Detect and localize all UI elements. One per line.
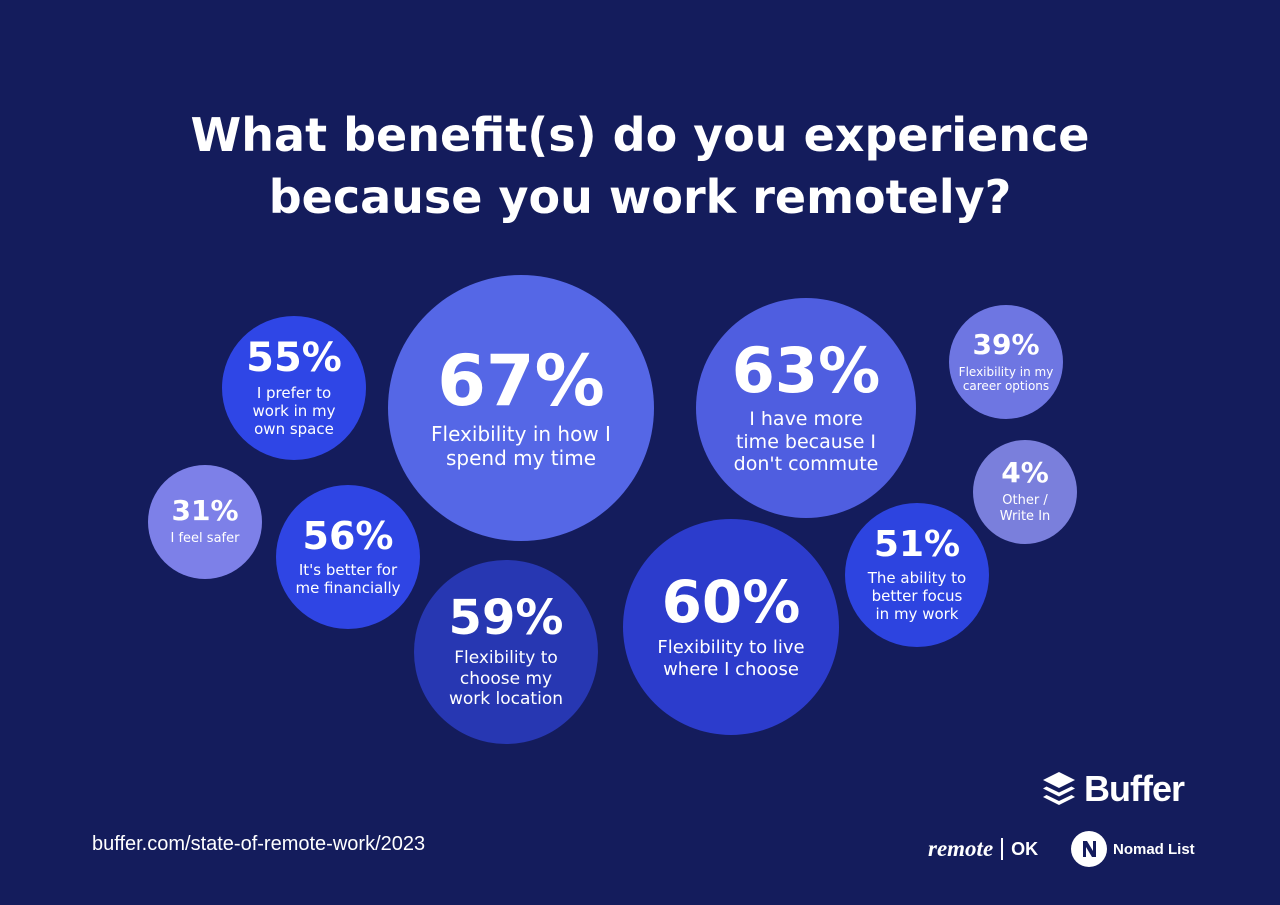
nomad-list-logo: Nomad List (1071, 831, 1195, 867)
bubble-label-line: time because I (735, 430, 877, 453)
bubble-label-line: own space (254, 420, 334, 438)
bubble-label-line: Write In (999, 509, 1051, 524)
bubble-label-line: Flexibility in how I (431, 422, 611, 446)
bubble-value: 39% (972, 327, 1040, 361)
bubble-label: I prefer to work in my own space (253, 384, 336, 438)
remote-logo-divider (1001, 838, 1004, 860)
bubble-label-line: don't commute (733, 453, 879, 476)
bubble-label-line: It's better for (298, 561, 398, 579)
bubble-label-line: in my work (875, 605, 959, 623)
bubble-label-line: I prefer to (256, 384, 332, 402)
bubble-label-line: career options (962, 379, 1050, 393)
bubble-label-line: Flexibility to live (657, 637, 805, 659)
bubble-55-pct: 55% I prefer to work in my own space (222, 316, 366, 460)
bubble-label-line: me financially (295, 579, 401, 597)
bubble-label: Flexibility in my career options (959, 365, 1054, 394)
source-url[interactable]: buffer.com/state-of-remote-work/2023 (92, 833, 426, 855)
remote-ok-logo: remote OK (928, 836, 1038, 862)
bubble-label-line: work location (449, 689, 563, 710)
bubble-4-pct: 4% Other / Write In (973, 440, 1077, 544)
bubble-59-pct: 59% Flexibility to choose my work location (414, 560, 598, 744)
bubble-51-pct: 51% The ability to better focus in my work (845, 503, 989, 647)
bubble-value: 51% (873, 524, 961, 565)
bubble-label-line: I feel safer (170, 531, 240, 547)
bubble-label: The ability to better focus in my work (868, 569, 966, 623)
bubble-label-line: Flexibility in my (958, 364, 1054, 379)
buffer-logo-text: Buffer (1084, 768, 1185, 809)
bubble-value: 4% (1001, 456, 1049, 490)
chart-title-line-2: because you work remotely? (268, 170, 1012, 224)
bubble-39-pct: 39% Flexibility in my career options (949, 305, 1063, 419)
bubble-60-pct: 60% Flexibility to live where I choose (623, 519, 839, 735)
bubble-value: 63% (731, 333, 881, 407)
bubble-label-line: where I choose (663, 659, 799, 680)
bubble-label-line: I have more (749, 407, 863, 430)
bubble-label-line: The ability to (867, 569, 967, 587)
bubble-31-pct: 31% I feel safer (148, 465, 262, 579)
bubble-label-line: Flexibility to (454, 648, 558, 669)
chart-title: What benefit(s) do you experience becaus… (0, 104, 1280, 228)
chart-title-line-1: What benefit(s) do you experience (190, 108, 1090, 162)
bubble-56-pct: 56% It's better for me financially (276, 485, 420, 629)
bubble-label-line: spend my time (445, 446, 596, 470)
bubble-value: 67% (437, 340, 605, 422)
bubble-value: 59% (448, 590, 564, 647)
bubble-label-line: work in my (252, 402, 336, 420)
buffer-stack-icon (1043, 772, 1075, 805)
bubble-label: Other / Write In (1000, 493, 1051, 524)
bubble-label: Flexibility to choose my work location (449, 648, 563, 709)
bubble-label-line: Other / (1002, 493, 1048, 509)
nomad-list-icon (1071, 831, 1107, 867)
nomad-list-text: Nomad List (1113, 840, 1195, 858)
remote-logo-suffix: OK (1011, 838, 1039, 859)
bubble-value: 31% (171, 494, 239, 528)
buffer-logo: Buffer (1042, 768, 1185, 810)
bubble-value: 60% (661, 568, 801, 637)
bubble-label: Flexibility to live where I choose (657, 637, 804, 680)
remote-logo-word: remote (928, 836, 994, 861)
bubble-value: 55% (246, 335, 342, 381)
bubble-label: I feel safer (171, 531, 240, 547)
bubble-label-line: better focus (871, 587, 963, 605)
bubble-label: It's better for me financially (295, 561, 400, 597)
bubble-value: 56% (302, 514, 394, 558)
bubble-label-line: choose my (459, 668, 553, 689)
